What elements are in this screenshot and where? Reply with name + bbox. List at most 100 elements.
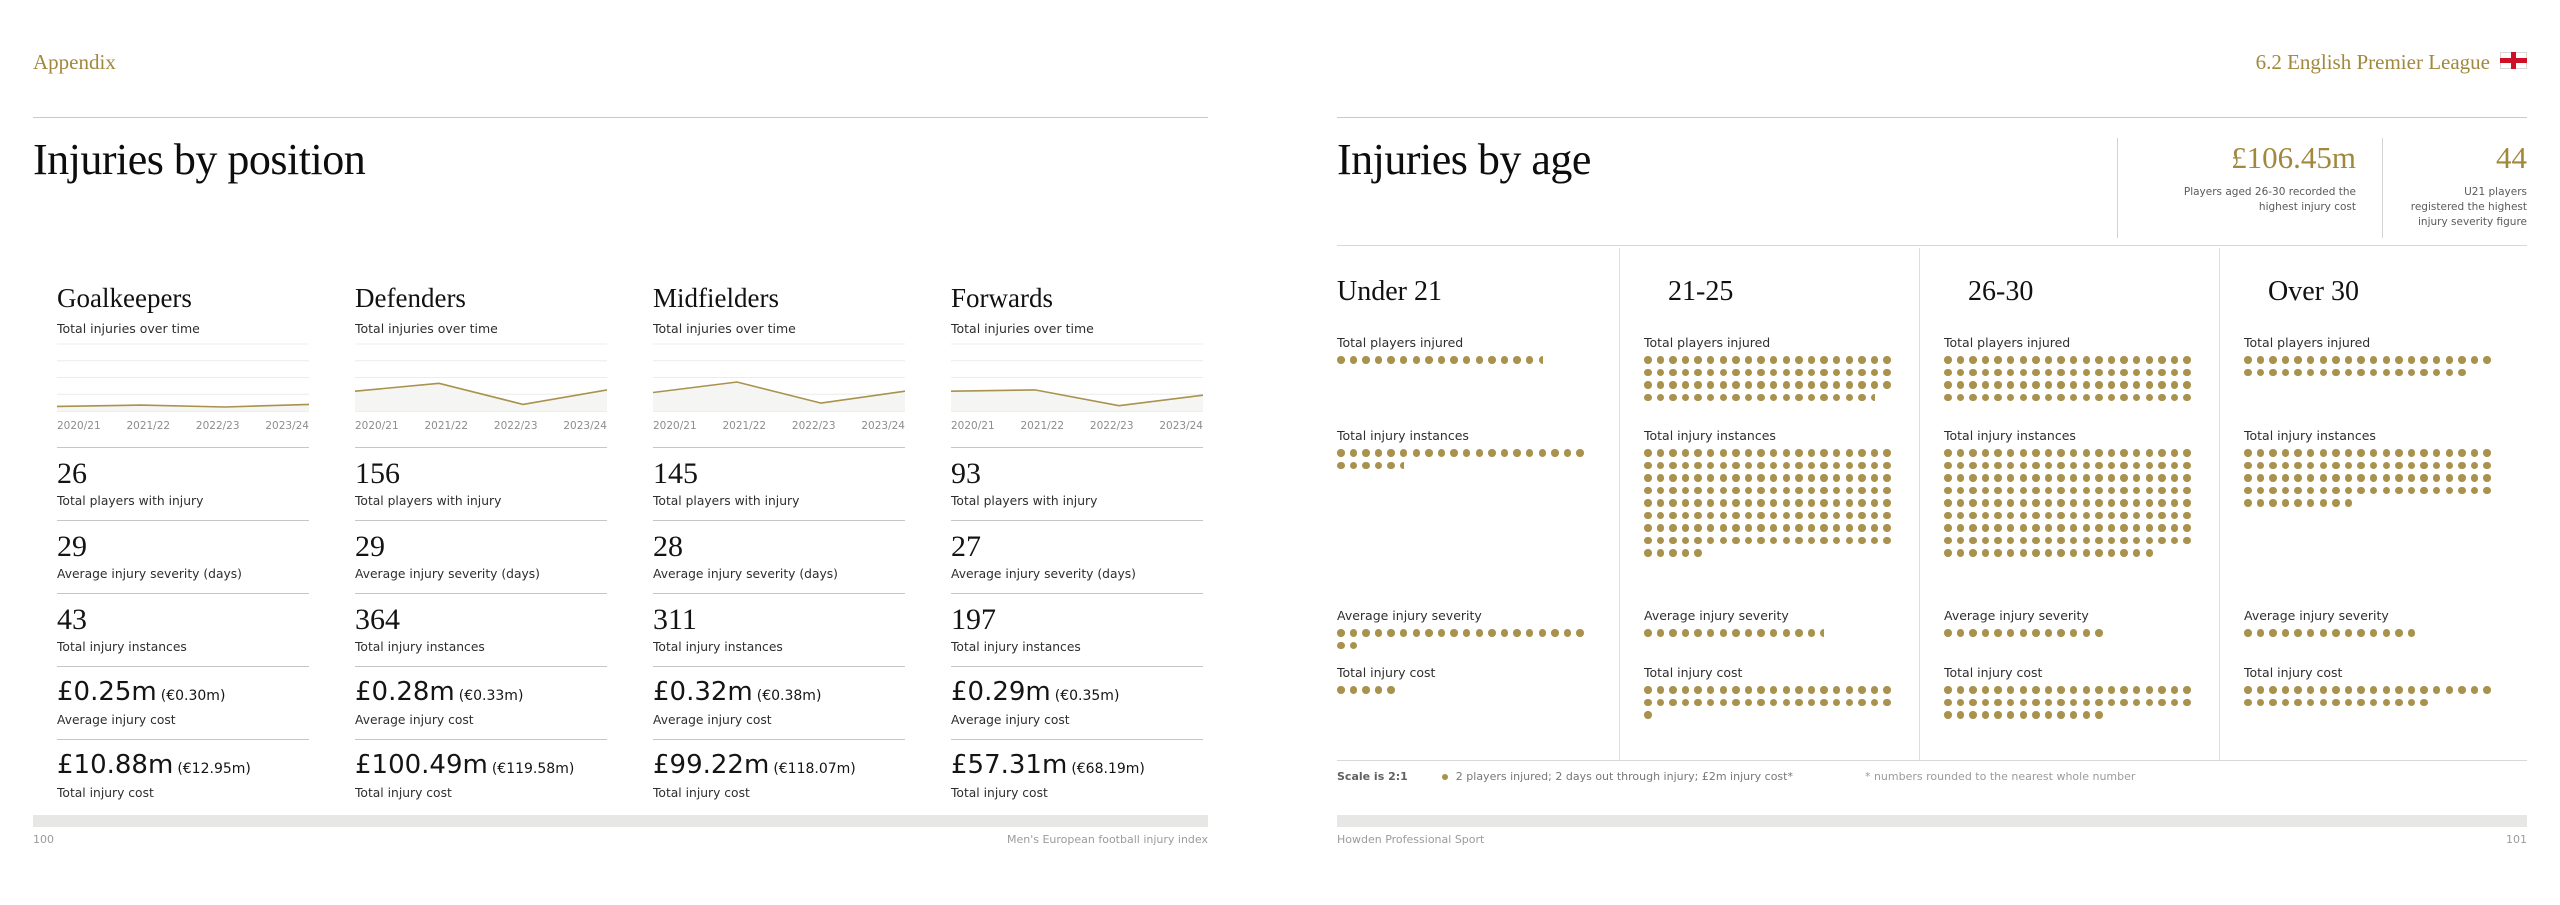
dot-icon [2057,536,2065,544]
dot-icon [1475,629,1484,637]
dot-icon [1994,486,2002,494]
metric-label: Total injury instances [2244,428,2376,443]
dot-icon [2294,499,2302,507]
dot-icon [1782,449,1791,457]
dot-icon [2158,393,2166,401]
header-divider [1337,117,2527,118]
dot-icon [1994,499,2002,507]
dot-icon [1337,629,1345,637]
dot-icon [2420,356,2428,364]
position-heading: Forwards [951,283,1053,313]
dot-icon [2357,474,2365,482]
dot-icon [2332,499,2340,507]
dot-icon [1706,381,1715,389]
dot-icon [1845,368,1853,376]
dot-icon [1656,486,1665,494]
dot-icon [1820,686,1828,694]
dot-icon [2170,499,2179,507]
highlight-stat: 44 U21 players registered the highest inj… [2382,138,2527,238]
dot-icon [2145,474,2153,482]
dot-icon [1795,368,1803,376]
dot-icon [2319,356,2328,364]
dot-icon [1681,368,1690,376]
dot-icon [1981,449,1990,457]
section-eyebrow: 6.2 English Premier League [2256,50,2527,75]
dot-icon [1644,499,1652,507]
dot-icon [1374,356,1383,364]
dot-icon [2357,356,2365,364]
dot-icon [1969,368,1977,376]
dot-icon [1994,524,2002,532]
dot-icon [2244,449,2252,457]
dot-icon [1757,524,1765,532]
dot-icon [1669,461,1677,469]
dot-icon [2069,449,2078,457]
dot-icon [2395,449,2403,457]
stat-item: 197 Total injury instances [951,593,1203,666]
dot-icon [2183,536,2191,544]
dot-icon [1656,536,1665,544]
dot-icon [2407,686,2416,694]
dot-icon [2244,368,2252,376]
metric-block-players: Total players injured [2244,335,2497,381]
dot-icon [2344,698,2353,706]
trend-line-chart [354,343,608,412]
dot-icon [2006,461,2015,469]
dot-icon [1337,686,1345,694]
stat-label: Total players with injury [951,494,1098,508]
position-column: Goalkeepers Total injuries over time 2020/… [56,285,310,812]
dot-icon [1944,629,1952,637]
dot-icon [1795,486,1803,494]
dot-icon [2382,698,2391,706]
dot-icon [2145,368,2153,376]
dot-icon [2369,629,2378,637]
section-divider [1337,245,2527,246]
dot-icon [1744,629,1753,637]
dot-icon [1694,381,1702,389]
dot-icon [1563,449,1572,457]
dot-icon [1719,524,1728,532]
dot-icon [1374,629,1383,637]
dot-icon [1956,698,1965,706]
dot-matrix [2244,629,2497,642]
highlight-value: £106.45m [2231,140,2356,175]
footer-text: Men's European football injury index [1006,833,1208,846]
dot-icon [2132,486,2141,494]
dot-icon [2019,461,2028,469]
dot-icon [2044,449,2053,457]
dot-icon [2032,711,2040,719]
dot-icon [1807,486,1816,494]
dot-icon [1832,486,1841,494]
dot-icon [2006,449,2015,457]
dot-icon [1832,461,1841,469]
dot-icon [1782,368,1791,376]
dot-icon [1757,629,1765,637]
dot-icon [1832,686,1841,694]
metric-label: Average injury severity [1644,608,1789,623]
dot-icon [1757,486,1765,494]
x-axis-tick: 2023/24 [563,420,607,432]
dot-icon [2244,499,2252,507]
dot-icon [1969,356,1977,364]
dot-icon [1807,499,1816,507]
half-dot-icon [1399,461,1404,469]
metric-label: Total injury instances [1944,428,2076,443]
stat-label: Total injury instances [57,640,187,654]
dot-icon [2082,549,2091,557]
dot-icon [1807,629,1816,637]
dot-icon [1858,486,1866,494]
dot-icon [2019,393,2028,401]
dot-icon [1981,499,1990,507]
metric-label: Total injury cost [2244,665,2343,680]
dot-icon [1706,486,1715,494]
stat-value: 26 [57,457,309,490]
dot-icon [2082,711,2091,719]
dot-icon [2382,486,2391,494]
dot-icon [2170,461,2179,469]
dot-icon [1538,629,1546,637]
metric-label: Total players injured [2244,335,2371,350]
dot-icon [2407,461,2416,469]
metric-label: Average injury severity [1337,608,1482,623]
stat-number: 93 [951,457,981,490]
dot-icon [1944,524,1952,532]
